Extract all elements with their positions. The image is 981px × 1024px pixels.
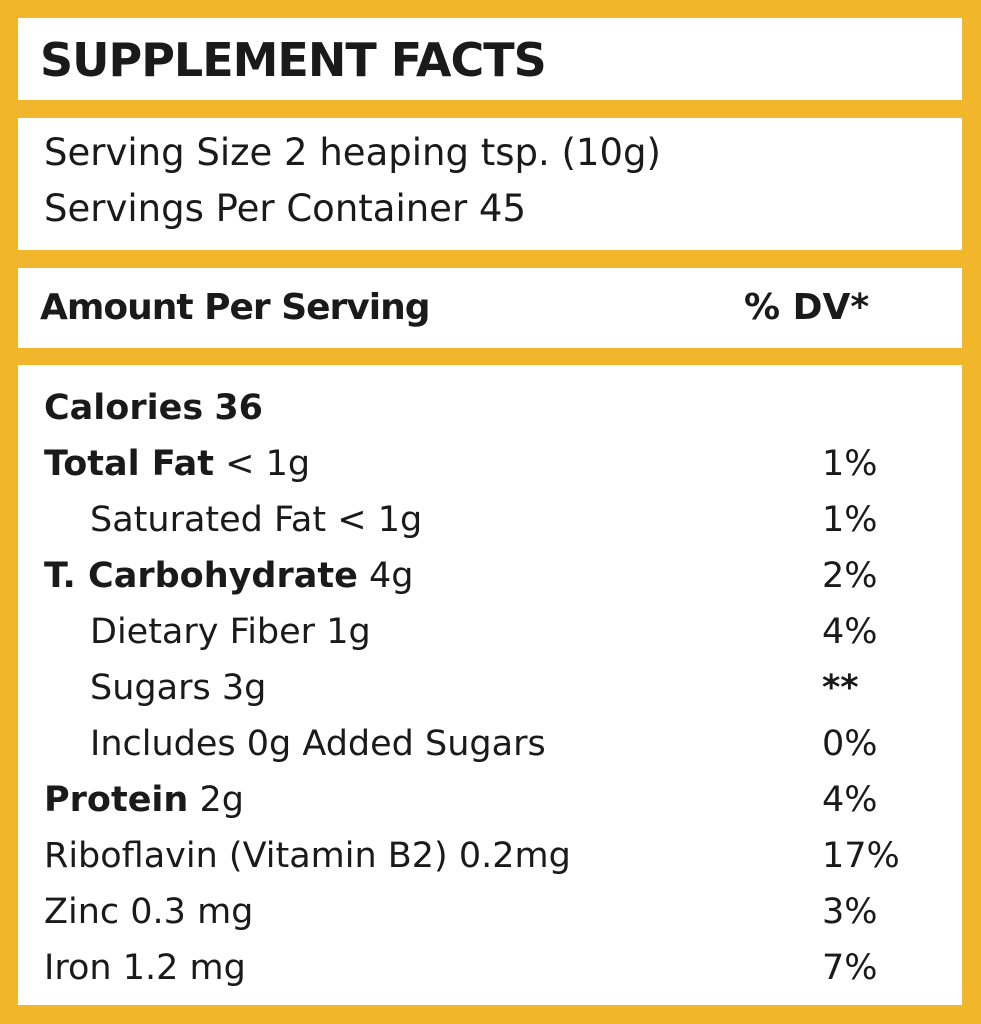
title: SUPPLEMENT FACTS bbox=[40, 33, 547, 87]
nutrient-label: Total Fat bbox=[44, 444, 215, 484]
nutrient-amount: 1g bbox=[326, 612, 371, 652]
nutrient-label: Calories bbox=[44, 388, 204, 428]
nutrient-label: Saturated Fat bbox=[90, 500, 327, 540]
nutrient-label: Zinc bbox=[44, 892, 120, 932]
table-body: Calories 36 Total Fat < 1g 1% Saturated F… bbox=[18, 365, 962, 1005]
amount-header: Amount Per Serving bbox=[40, 287, 430, 328]
nutrient-dv: 3% bbox=[822, 892, 878, 932]
nutrient-dv: ** bbox=[822, 668, 859, 708]
nutrient-dv: 4% bbox=[822, 780, 878, 820]
nutrient-dv: 0% bbox=[822, 724, 878, 764]
nutrient-dv: 7% bbox=[822, 948, 878, 988]
nutrient-row: Dietary Fiber 1g 4% bbox=[90, 612, 878, 652]
nutrient-label: T. Carbohydrate bbox=[44, 556, 358, 596]
nutrient-row: Riboflavin (Vitamin B2) 0.2mg 17% bbox=[44, 836, 900, 876]
nutrient-amount: 4g bbox=[368, 556, 414, 596]
servings-per-container: Servings Per Container 45 bbox=[44, 187, 526, 230]
nutrient-label: Includes 0g Added Sugars bbox=[90, 724, 546, 764]
nutrient-label: Protein bbox=[44, 780, 189, 820]
nutrient-label: Iron bbox=[44, 948, 112, 988]
serving-box: Serving Size 2 heaping tsp. (10g) Servin… bbox=[18, 118, 962, 250]
nutrient-row: Includes 0g Added Sugars 0% bbox=[90, 724, 878, 764]
dv-header: % DV* bbox=[744, 287, 870, 328]
nutrient-amount: 3g bbox=[221, 668, 267, 708]
nutrient-amount: 2g bbox=[199, 780, 244, 820]
nutrient-amount: < 1g bbox=[225, 444, 311, 484]
nutrient-dv: 4% bbox=[822, 612, 878, 652]
nutrient-label: Dietary Fiber bbox=[90, 612, 316, 652]
nutrient-dv: 1% bbox=[822, 500, 878, 540]
nutrient-label: Sugars bbox=[90, 668, 211, 708]
nutrient-row: Sugars 3g ** bbox=[90, 668, 859, 708]
title-box: SUPPLEMENT FACTS bbox=[18, 18, 962, 100]
nutrient-dv: 17% bbox=[822, 836, 900, 876]
nutrient-amount: 0.2mg bbox=[458, 836, 571, 876]
nutrient-label: Riboflavin (Vitamin B2) bbox=[44, 836, 448, 876]
nutrient-dv: 1% bbox=[822, 444, 878, 484]
table-header-box: Amount Per Serving % DV* bbox=[18, 268, 962, 348]
nutrient-row: Iron 1.2 mg 7% bbox=[44, 948, 878, 988]
nutrient-row: T. Carbohydrate 4g 2% bbox=[44, 556, 878, 596]
nutrient-row: Saturated Fat < 1g 1% bbox=[90, 500, 878, 540]
nutrient-amount: < 1g bbox=[337, 500, 423, 540]
nutrient-dv: 2% bbox=[822, 556, 878, 596]
nutrient-row: Protein 2g 4% bbox=[44, 780, 878, 820]
nutrient-row: Calories 36 bbox=[44, 391, 263, 426]
nutrient-amount: 36 bbox=[214, 388, 264, 428]
nutrient-row: Total Fat < 1g 1% bbox=[44, 444, 878, 484]
serving-size: Serving Size 2 heaping tsp. (10g) bbox=[44, 131, 661, 174]
nutrient-amount: 0.3 mg bbox=[130, 892, 254, 932]
nutrient-amount: 1.2 mg bbox=[122, 948, 246, 988]
nutrient-row: Zinc 0.3 mg 3% bbox=[44, 892, 878, 932]
